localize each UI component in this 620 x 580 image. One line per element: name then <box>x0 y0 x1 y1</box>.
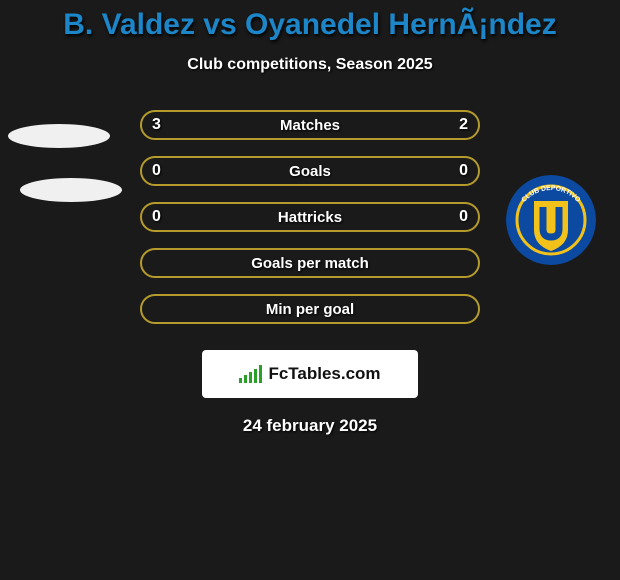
stat-value-right: 2 <box>459 110 468 140</box>
stat-value-left: 3 <box>152 110 161 140</box>
bar-chart-icon <box>239 365 262 383</box>
stat-value-left: 0 <box>152 156 161 186</box>
stat-pill: Goals <box>140 156 480 186</box>
brand-label: FcTables.com <box>268 364 380 384</box>
stat-pill: Goals per match <box>140 248 480 278</box>
page-date: 24 february 2025 <box>0 416 620 436</box>
stat-pill: Min per goal <box>140 294 480 324</box>
stat-value-right: 0 <box>459 202 468 232</box>
stats-rows: Matches32Goals00Hattricks00Goals per mat… <box>0 102 620 332</box>
subtitle: Club competitions, Season 2025 <box>0 56 620 74</box>
stat-row: Matches3 2 <box>0 102 620 148</box>
stat-pill: Matches <box>140 110 480 140</box>
stat-pill: Hattricks <box>140 202 480 232</box>
brand-box: FcTables.com <box>202 350 418 398</box>
stat-value-left: 0 <box>152 202 161 232</box>
stat-value-right: 0 <box>459 156 468 186</box>
stat-row: Goals0 0 <box>0 148 620 194</box>
stat-row: Min per goal <box>0 286 620 332</box>
stat-row: Hattricks0 0 <box>0 194 620 240</box>
stat-row: Goals per match <box>0 240 620 286</box>
page-title: B. Valdez vs Oyanedel HernÃ¡ndez <box>0 0 620 42</box>
